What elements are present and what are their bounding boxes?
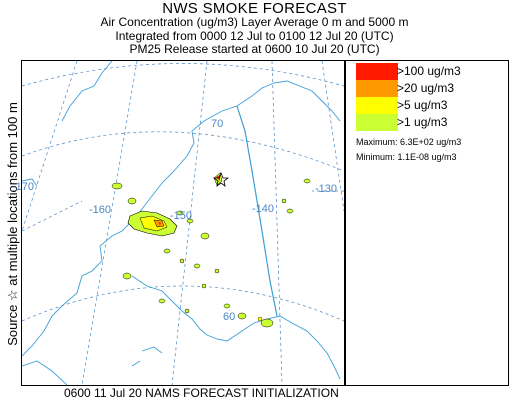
source-star-icon [212, 171, 230, 187]
legend-item-100: >100 ug/m3 [356, 63, 506, 80]
lon-label-140: -140 [252, 203, 275, 215]
graticule [22, 61, 344, 385]
forecast-initialization: 0600 11 Jul 20 NAMS FORECAST INITIALIZAT… [64, 386, 339, 400]
lat-label-70: 70 [211, 118, 224, 130]
legend-swatch [356, 63, 398, 80]
legend-item-1: >1 ug/m3 [356, 114, 506, 131]
legend-item-5: >5 ug/m3 [356, 97, 506, 114]
minimum-value: Minimum: 1.1E-08 ug/m3 [356, 152, 457, 162]
smoke-plumes [111, 172, 311, 328]
smoke-map-panel: -170 -160 -150 -140 -130 70 60 [12, 60, 345, 386]
lon-label-170: -170 [12, 181, 35, 193]
legend-panel: >100 ug/m3 >20 ug/m3 >5 ug/m3 >1 ug/m3 M… [345, 60, 509, 386]
legend-label: >100 ug/m3 [397, 64, 461, 78]
integration-period: Integrated from 0000 12 Jul to 0100 12 J… [115, 29, 394, 43]
legend-swatch [356, 114, 398, 131]
legend-label: >5 ug/m3 [397, 98, 448, 112]
legend-label: >1 ug/m3 [397, 115, 448, 129]
lat-label-60: 60 [223, 311, 236, 323]
legend-swatch [356, 80, 398, 97]
legend-swatch [356, 97, 398, 114]
coastline [22, 61, 341, 385]
legend-item-20: >20 ug/m3 [356, 80, 506, 97]
lon-label-130: -130 [315, 183, 338, 195]
smoke-map [22, 61, 344, 385]
source-location-label: Source ☆ at multiple locations from 100 … [5, 102, 20, 346]
lon-label-160: -160 [89, 204, 112, 216]
maximum-value: Maximum: 6.3E+02 ug/m3 [356, 137, 462, 147]
map-title: NWS SMOKE FORECAST [162, 0, 347, 17]
concentration-subtitle: Air Concentration (ug/m3) Layer Average … [100, 15, 409, 29]
legend-label: >20 ug/m3 [397, 81, 455, 95]
release-start: PM25 Release started at 0600 10 Jul 20 (… [129, 42, 380, 56]
lon-label-150: -150 [170, 210, 193, 222]
country-border [236, 105, 278, 317]
